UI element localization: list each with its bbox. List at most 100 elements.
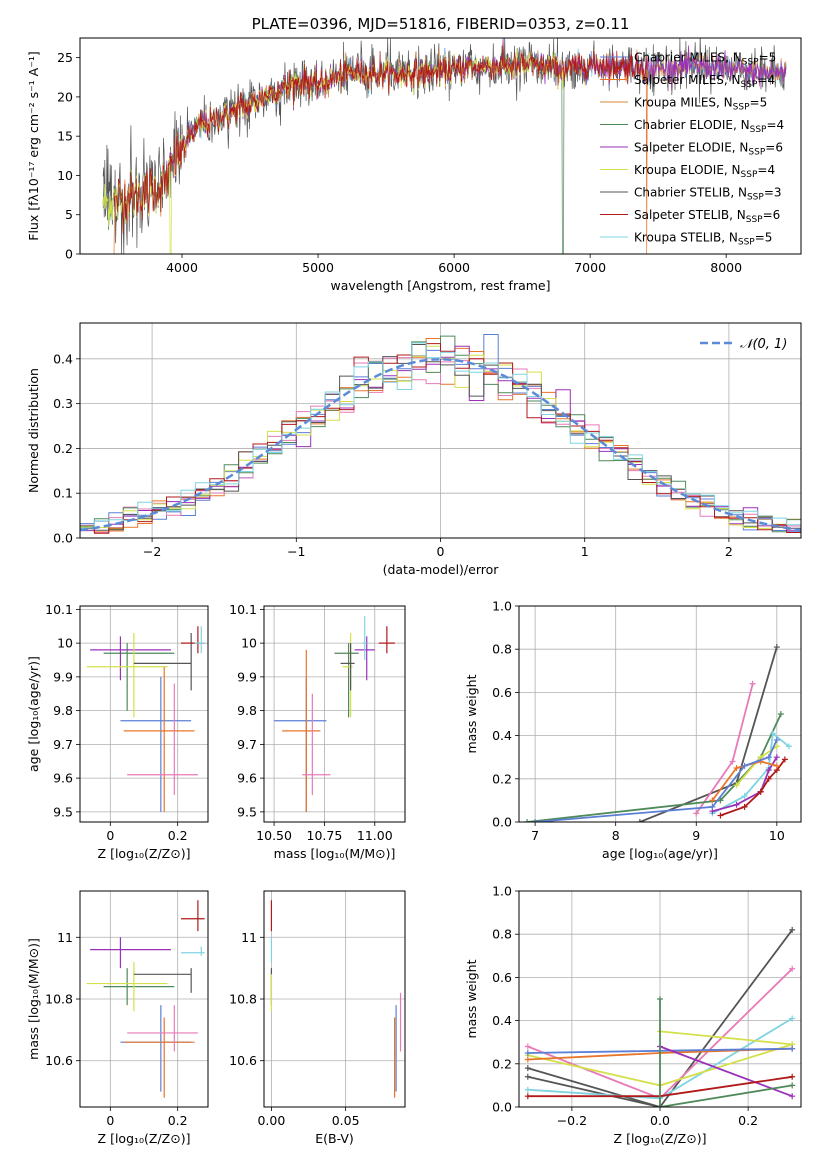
weight-marker — [769, 730, 776, 737]
y-axis-label: mass weight — [464, 959, 479, 1038]
y-tick-label: 9.9 — [237, 669, 257, 684]
legend-label: Salpeter STELIB, N — [634, 208, 746, 222]
gridlines — [80, 606, 208, 822]
weight-marker — [765, 767, 772, 774]
ticks: 0 0.2 9.5 9.6 9.7 9.8 9.9 10 10.1 — [45, 602, 187, 843]
weight-marker — [733, 801, 740, 808]
weight-marker — [693, 810, 700, 817]
plot-area — [274, 616, 395, 812]
weight-marker — [773, 743, 780, 750]
legend: 𝒩(0, 1) — [700, 337, 787, 352]
weight-marker — [636, 819, 643, 822]
errorbar-point — [103, 643, 175, 711]
weight-marker — [765, 775, 772, 782]
errorbar-point — [103, 968, 175, 1006]
plot-area — [80, 334, 801, 538]
axes-frame — [79, 322, 802, 539]
weight-series — [659, 1084, 793, 1107]
y-tick-label: 9.5 — [237, 804, 257, 819]
y-axis-label: mass weight — [464, 674, 479, 753]
y-tick-label: 20 — [57, 89, 73, 104]
legend-entry: Chabrier MILES, NSSP=5 — [634, 51, 776, 68]
plot-area — [524, 926, 796, 1107]
x-tick-label: 0 — [106, 1113, 114, 1128]
x-tick-label: 11.00 — [357, 828, 393, 843]
y-tick-label: 9.6 — [53, 771, 73, 786]
legend-tail: =4 — [757, 73, 775, 87]
panel-age_vs_mass: 10.50 10.75 11.00 9.5 9.6 9.7 9.8 9.9 10 10.1 mass… — [229, 602, 406, 861]
axes-frame — [263, 890, 406, 1108]
spectrum-line — [113, 43, 648, 234]
x-tick-label: 0.00 — [257, 1113, 285, 1128]
legend-tail: =4 — [757, 163, 775, 177]
legend-tail: =5 — [759, 51, 777, 65]
plot-area — [270, 900, 402, 1098]
weight-series — [659, 1045, 793, 1098]
weight-marker — [789, 926, 796, 933]
legend-label: Kroupa MILES, N — [634, 96, 733, 110]
x-tick-label: 9 — [692, 828, 700, 843]
weight-marker — [773, 754, 780, 761]
legend-tail: =5 — [750, 96, 768, 110]
legend-sub: SSP — [746, 215, 763, 225]
legend-entry: 𝒩(0, 1) — [740, 337, 787, 352]
x-tick-label: 1 — [581, 544, 589, 559]
y-tick-label: 0.6 — [492, 685, 512, 700]
weight-marker — [777, 711, 784, 717]
y-tick-label: 0.4 — [53, 351, 73, 366]
legend-label: Chabrier MILES, N — [634, 51, 742, 65]
x-tick-label: 6000 — [438, 260, 470, 275]
ticks: −0.2 0.0 0.2 0.0 0.2 0.4 0.6 0.8 1.0 — [492, 884, 758, 1129]
y-axis-label: Normed distribution — [26, 368, 41, 493]
weight-marker — [773, 644, 780, 651]
gridlines — [80, 891, 208, 1107]
weight-marker — [789, 1045, 796, 1052]
ticks: 0.00 0.05 10.6 10.8 11 — [229, 930, 359, 1128]
weight-marker — [524, 1086, 531, 1093]
y-tick-label: 10 — [241, 636, 257, 651]
y-tick-label: 10.6 — [45, 1053, 73, 1068]
legend-label: Kroupa STELIB, N — [634, 231, 738, 245]
errorbar-point — [90, 636, 171, 681]
legend-sub: SSP — [747, 193, 764, 203]
legend-sub: SSP — [741, 80, 758, 90]
y-tick-label: 1.0 — [492, 884, 512, 899]
chart-title: PLATE=0396, MJD=51816, FIBERID=0353, z=0… — [252, 15, 630, 33]
weight-marker — [657, 996, 663, 1002]
legend-entry: Kroupa STELIB, NSSP=5 — [634, 231, 772, 248]
weight-marker — [773, 762, 780, 769]
weight-marker — [657, 1104, 663, 1107]
y-tick-label: 0.6 — [492, 970, 512, 985]
errorbar-point — [302, 693, 331, 795]
x-tick-label: 0 — [106, 828, 114, 843]
x-axis-label: (data-model)/error — [383, 562, 500, 577]
y-tick-label: 25 — [57, 50, 73, 65]
y-tick-label: 0.0 — [492, 815, 512, 830]
y-tick-label: 9.7 — [53, 737, 73, 752]
legend-tail: =6 — [765, 141, 783, 155]
weight-marker — [765, 754, 772, 761]
weight-marker — [532, 819, 539, 822]
ticks: 4000 5000 6000 7000 8000 0 5 10 15 20 25 — [57, 50, 742, 275]
axes-frame — [518, 605, 802, 823]
legend-tail: =3 — [764, 186, 782, 200]
y-tick-label: 9.9 — [53, 669, 73, 684]
axes-frame — [79, 37, 802, 255]
errorbar-point — [120, 676, 192, 812]
y-tick-label: 0.0 — [53, 531, 73, 546]
weight-marker — [709, 797, 716, 804]
y-tick-label: 15 — [57, 129, 73, 144]
gridlines — [264, 891, 405, 1107]
errorbar-point — [120, 1005, 192, 1092]
axes-frame — [518, 890, 802, 1108]
errorbar-point — [123, 1017, 195, 1098]
errorbar-point — [362, 616, 367, 660]
weight-marker — [524, 1050, 531, 1056]
errorbar-point — [90, 937, 171, 969]
panel-mass_vs_Z: 0 0.2 10.6 10.8 11 Z [log₁₀(Z/Z⊙)] mass [log₁₀… — [26, 890, 209, 1146]
plot-area — [86, 626, 205, 812]
errorbar-point — [127, 683, 198, 795]
weight-marker — [524, 819, 531, 822]
errorbar-point — [133, 633, 192, 691]
